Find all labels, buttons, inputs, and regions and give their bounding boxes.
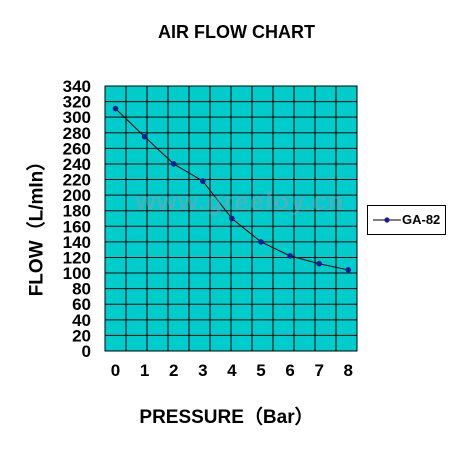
x-tick-label: 1: [140, 361, 149, 380]
x-tick-label: 2: [169, 361, 178, 380]
data-point: [258, 239, 264, 245]
data-point: [287, 253, 293, 259]
y-tick-label: 260: [63, 139, 91, 158]
data-point: [345, 267, 352, 273]
y-tick-label: 100: [63, 264, 91, 283]
y-tick-label: 160: [63, 217, 91, 236]
y-tick-label: 340: [63, 77, 91, 96]
data-point: [316, 260, 322, 267]
y-tick-label: 20: [72, 326, 91, 345]
y-tick-label: 200: [63, 186, 91, 205]
x-tick-label: 6: [285, 361, 294, 380]
x-tick-label: 5: [256, 361, 265, 380]
y-tick-label: 180: [63, 202, 91, 221]
y-tick-label: 220: [63, 171, 91, 190]
data-point: [112, 105, 119, 112]
y-tick-label: 60: [72, 295, 91, 314]
legend: GA-82: [367, 205, 446, 235]
legend-swatch: [373, 217, 401, 223]
data-point: [229, 215, 235, 222]
data-point: [141, 133, 148, 140]
y-tick-label: 80: [72, 280, 91, 299]
y-tick-label: 140: [63, 233, 91, 252]
y-tick-label: 120: [63, 248, 91, 267]
x-tick-label: 3: [198, 361, 207, 380]
x-tick-label: 0: [111, 361, 120, 380]
y-tick-label: 280: [63, 124, 91, 143]
x-tick-label: 7: [314, 361, 323, 380]
x-tick-label: 8: [344, 361, 353, 380]
chart-title: AIR FLOW CHART: [158, 22, 315, 42]
watermark: www.greeloy.cn: [135, 186, 345, 216]
data-point: [170, 161, 177, 167]
x-axis-label-text: PRESSURE（Bar）: [139, 407, 314, 428]
y-tick-label: 40: [72, 311, 91, 330]
data-point: [199, 178, 206, 184]
y-tick-label: 320: [63, 93, 91, 112]
y-axis-label: FLOW（L/mIn）: [26, 151, 48, 297]
y-tick-label: 240: [63, 155, 91, 174]
legend-entry-ga-82: GA-82: [402, 212, 441, 227]
x-axis-label: PRESSURE（Bar）: [0, 402, 473, 429]
x-tick-label: 4: [227, 361, 237, 380]
y-tick-label: 0: [82, 342, 91, 361]
y-tick-label: 300: [63, 108, 91, 127]
